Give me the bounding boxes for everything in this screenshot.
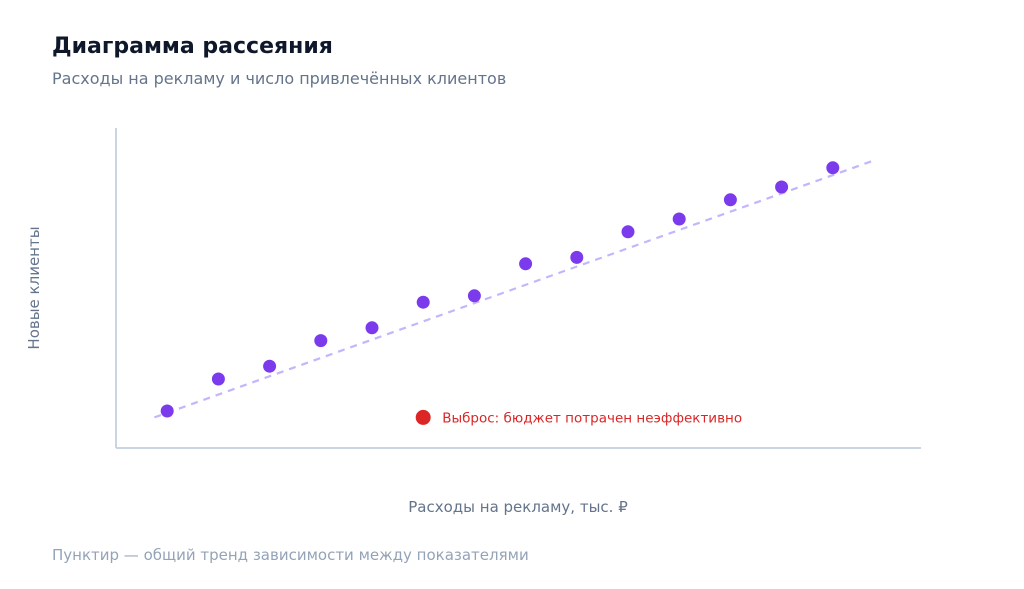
- data-point-3: [263, 359, 277, 373]
- trend-line: [154, 160, 872, 419]
- data-point-1: [160, 404, 174, 418]
- data-point-7: [467, 289, 481, 303]
- data-point-9: [570, 250, 584, 264]
- data-point-14: [826, 161, 840, 175]
- data-point-10: [621, 225, 635, 239]
- x-axis-label: Расходы на рекламу, тыс. ₽: [408, 498, 628, 516]
- data-point-13: [775, 180, 789, 194]
- y-axis-label: Новые клиенты: [25, 226, 43, 349]
- data-point-8: [519, 257, 533, 271]
- data-point-6: [416, 295, 430, 309]
- data-point-12: [723, 193, 737, 207]
- chart-footnote: Пунктир — общий тренд зависимости между …: [52, 546, 529, 564]
- chart-subtitle: Расходы на рекламу и число привлечённых …: [52, 69, 507, 88]
- outlier-point: [415, 409, 431, 425]
- data-point-2: [211, 372, 225, 386]
- outlier-annotation: Выброс: бюджет потрачен неэффективно: [442, 410, 742, 426]
- data-point-11: [672, 212, 686, 226]
- chart-title: Диаграмма рассеяния: [52, 34, 333, 59]
- data-point-5: [365, 321, 379, 335]
- data-point-4: [314, 334, 328, 348]
